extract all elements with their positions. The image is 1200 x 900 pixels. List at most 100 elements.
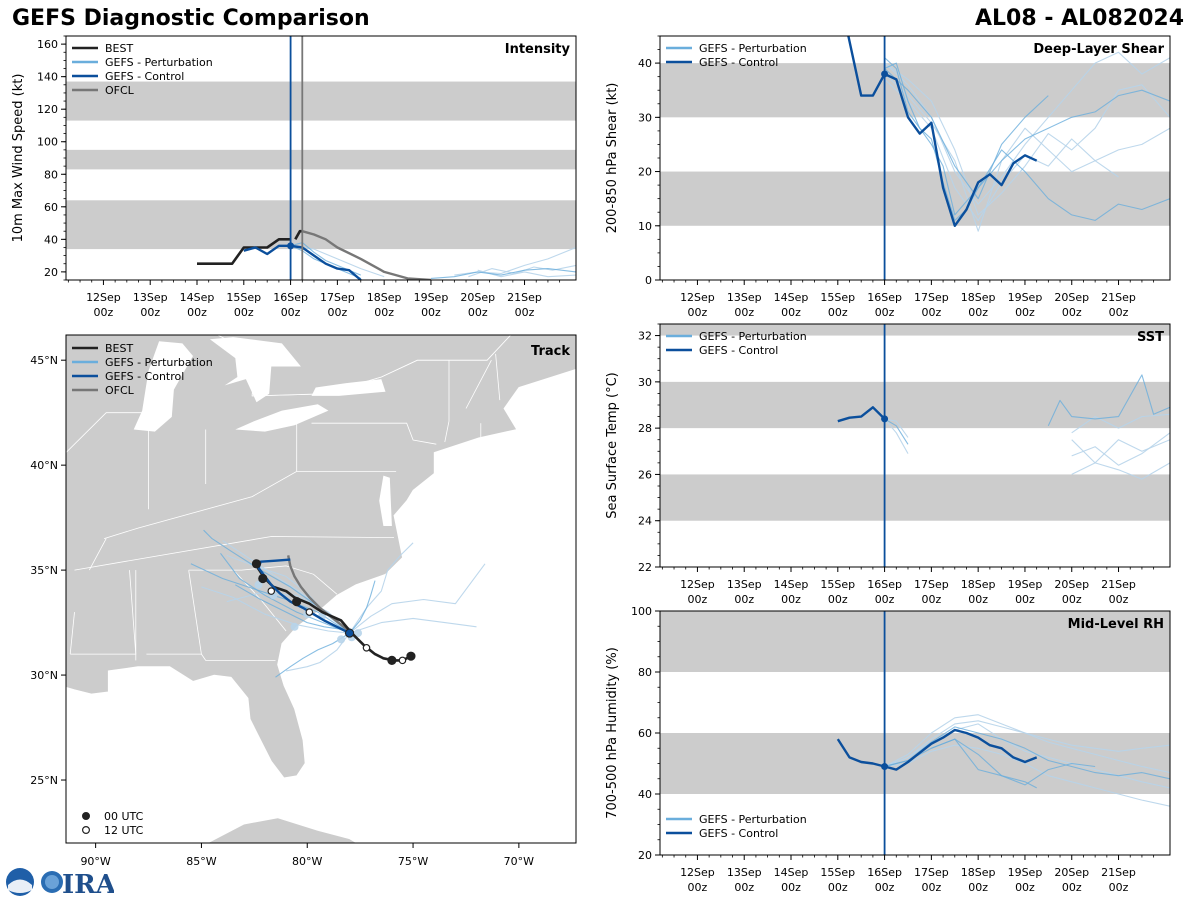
- x-tick-label-day: 16Sep: [867, 578, 902, 591]
- init-marker: [881, 763, 889, 771]
- y-tick-label: 28: [638, 422, 652, 435]
- series-line: [290, 245, 362, 279]
- x-tick-label-hour: 00z: [968, 593, 988, 606]
- threshold-band: [660, 474, 1170, 521]
- x-tick-label-hour: 00z: [515, 306, 535, 319]
- legend-label: GEFS - Perturbation: [699, 813, 807, 826]
- x-tick-label-hour: 00z: [781, 306, 801, 319]
- x-tick-label-hour: 00z: [421, 306, 441, 319]
- x-tick-label-day: 21Sep: [1101, 291, 1136, 304]
- legend-label: GEFS - Perturbation: [105, 56, 213, 69]
- legend-label: GEFS - Control: [105, 70, 184, 83]
- perturbation-track: [349, 617, 477, 634]
- threshold-band: [66, 81, 576, 121]
- y-axis-label: Sea Surface Temp (°C): [605, 372, 620, 519]
- x-tick-label-day: 20Sep: [1054, 866, 1089, 879]
- x-tick-label-hour: 00z: [1109, 881, 1129, 894]
- series-line: [836, 728, 1038, 771]
- panel-title: Track: [531, 344, 570, 359]
- legend-label: OFCL: [105, 384, 135, 397]
- y-tick-label: 45°N: [30, 354, 58, 367]
- lake-huron: [209, 337, 301, 403]
- x-tick-label-hour: 00z: [968, 306, 988, 319]
- perturbation-track: [201, 586, 350, 634]
- threshold-band: [66, 149, 576, 170]
- best-track-marker: [305, 608, 314, 616]
- y-tick-label: 26: [638, 468, 652, 481]
- x-tick-label-hour: 00z: [781, 881, 801, 894]
- map-layer: [66, 335, 576, 843]
- x-tick-label-hour: 00z: [734, 881, 754, 894]
- state-border: [495, 353, 501, 401]
- x-tick-label: 70°W: [504, 855, 534, 868]
- best-track-marker: [292, 596, 302, 607]
- y-tick-label: 20: [638, 849, 652, 862]
- x-tick-label: 75°W: [398, 855, 428, 868]
- x-tick-label-day: 18Sep: [367, 291, 402, 304]
- x-tick-label-day: 15Sep: [820, 866, 855, 879]
- series-line: [884, 78, 1119, 221]
- x-tick-label-hour: 00z: [921, 593, 941, 606]
- x-tick-label-hour: 00z: [875, 306, 895, 319]
- y-tick-label: 100: [631, 605, 652, 618]
- x-tick-label-hour: 00z: [374, 306, 394, 319]
- series-line: [290, 242, 362, 276]
- x-tick-label-hour: 00z: [94, 306, 114, 319]
- x-tick-label-hour: 00z: [1015, 881, 1035, 894]
- x-tick-label-day: 19Sep: [1008, 291, 1043, 304]
- svg-text:IRA: IRA: [62, 870, 114, 898]
- series-line: [884, 726, 1170, 780]
- legend-label: GEFS - Perturbation: [699, 42, 807, 55]
- panel-sst: 22 24 26 28 30 32 12Sep 00z 13Sep 00z 14Sep 00z 15Se…: [605, 323, 1171, 606]
- x-tick-label-day: 20Sep: [1054, 291, 1089, 304]
- y-tick-label: 140: [37, 71, 58, 84]
- threshold-band: [660, 611, 1170, 672]
- state-border: [88, 538, 107, 571]
- y-tick-label: 60: [638, 727, 652, 740]
- x-tick-label-hour: 00z: [688, 593, 708, 606]
- legend-label: GEFS - Control: [105, 370, 184, 383]
- y-tick-label: 0: [645, 274, 652, 287]
- y-tick-label: 40: [44, 233, 58, 246]
- marker-legend-symbol: [81, 811, 90, 820]
- x-tick-label-hour: 00z: [234, 306, 254, 319]
- x-tick-label-day: 18Sep: [961, 291, 996, 304]
- series-line: [931, 738, 1037, 789]
- y-tick-label: 40°N: [30, 459, 58, 472]
- lake-ontario: [311, 379, 386, 396]
- perturbation-marker: [337, 635, 346, 644]
- perturbation-track: [220, 552, 350, 634]
- y-tick-label: 22: [638, 561, 652, 574]
- y-tick-label: 40: [638, 788, 652, 801]
- x-tick-label-day: 19Sep: [1008, 866, 1043, 879]
- x-tick-label-day: 12Sep: [680, 578, 715, 591]
- perturbation-track: [349, 542, 414, 634]
- storm-id: AL08 - AL082024: [975, 6, 1184, 31]
- state-border: [188, 565, 338, 595]
- y-axis-label: 700-500 hPa Humidity (%): [605, 647, 620, 819]
- best-track-marker: [251, 559, 262, 569]
- y-tick-label: 25°N: [30, 774, 58, 787]
- threshold-band: [660, 324, 1170, 336]
- perturbation-track: [226, 554, 350, 634]
- threshold-band: [660, 381, 1170, 429]
- state-border: [66, 412, 143, 453]
- x-tick-label-day: 21Sep: [1101, 578, 1136, 591]
- legend-label: GEFS - Control: [699, 827, 778, 840]
- x-tick-label-hour: 00z: [1109, 593, 1129, 606]
- chesapeake-bay: [379, 475, 392, 526]
- init-marker: [287, 242, 295, 250]
- panel-title: SST: [1137, 330, 1164, 345]
- legend-label: BEST: [105, 42, 133, 55]
- x-tick-label-day: 20Sep: [460, 291, 495, 304]
- panel-title: Intensity: [505, 42, 571, 57]
- series-line: [1047, 374, 1170, 427]
- x-tick-label-hour: 00z: [1015, 593, 1035, 606]
- series-line: [301, 230, 432, 280]
- series-line: [884, 738, 1096, 786]
- best-track-marker: [387, 655, 397, 665]
